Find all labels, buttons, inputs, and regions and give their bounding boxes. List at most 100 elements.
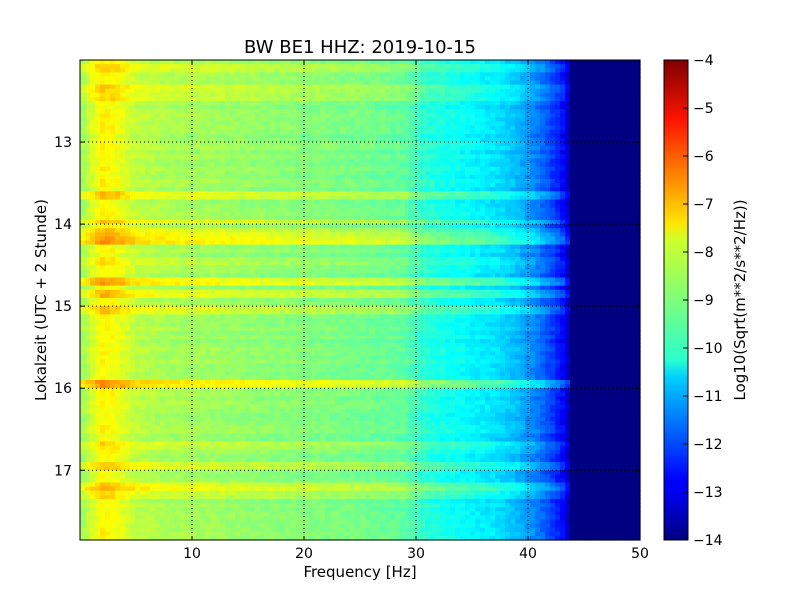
heatmap-cell	[460, 92, 466, 98]
heatmap-cell	[445, 215, 451, 221]
heatmap-cell	[240, 183, 246, 188]
heatmap-cell	[540, 232, 546, 238]
heatmap-cell	[375, 232, 381, 238]
heatmap-cell	[260, 224, 266, 229]
heatmap-cell	[245, 101, 251, 106]
heatmap-cell	[515, 113, 521, 119]
heatmap-cell	[225, 174, 231, 180]
heatmap-cell	[140, 96, 146, 102]
heatmap-cell	[275, 64, 281, 69]
heatmap-cell	[215, 72, 221, 78]
heatmap-cell	[185, 80, 191, 86]
heatmap-cell	[295, 162, 301, 168]
heatmap-cell	[100, 101, 106, 106]
heatmap-cell	[170, 109, 176, 114]
heatmap-cell	[120, 142, 126, 147]
heatmap-cell	[130, 105, 136, 110]
heatmap-cell	[445, 109, 451, 114]
heatmap-cell	[505, 125, 511, 131]
heatmap-cell	[455, 207, 461, 213]
heatmap-cell	[380, 146, 386, 151]
heatmap-cell	[100, 68, 106, 73]
heatmap-cell	[510, 88, 516, 94]
heatmap-cell	[380, 183, 386, 188]
heatmap-cell	[410, 162, 416, 168]
heatmap-cell	[140, 129, 146, 135]
heatmap-cell	[300, 195, 306, 201]
heatmap-cell	[150, 158, 156, 164]
heatmap-cell	[550, 84, 556, 90]
heatmap-cell	[160, 125, 166, 131]
heatmap-cell	[440, 105, 446, 110]
heatmap-cell	[265, 129, 271, 135]
heatmap-cell	[470, 162, 476, 168]
heatmap-cell	[330, 236, 336, 242]
heatmap-cell	[580, 76, 586, 82]
heatmap-cell	[595, 88, 601, 94]
heatmap-cell	[95, 109, 101, 114]
heatmap-cell	[585, 64, 591, 69]
heatmap-cell	[495, 113, 501, 119]
heatmap-cell	[95, 101, 101, 106]
heatmap-cell	[435, 158, 441, 164]
heatmap-cell	[535, 178, 541, 184]
heatmap-cell	[195, 154, 201, 160]
heatmap-cell	[165, 154, 171, 160]
heatmap-cell	[355, 207, 361, 213]
heatmap-cell	[465, 215, 471, 221]
heatmap-cell	[175, 170, 181, 176]
heatmap-cell	[80, 170, 86, 176]
heatmap-cell	[300, 207, 306, 213]
heatmap-cell	[230, 101, 236, 106]
heatmap-cell	[335, 195, 341, 201]
heatmap-cell	[460, 162, 466, 168]
heatmap-cell	[345, 129, 351, 135]
heatmap-cell	[420, 109, 426, 114]
heatmap-cell	[315, 220, 321, 225]
heatmap-cell	[535, 191, 541, 196]
heatmap-cell	[215, 228, 221, 233]
heatmap-cell	[330, 137, 336, 143]
heatmap-cell	[130, 203, 136, 209]
heatmap-cell	[340, 64, 346, 69]
heatmap-cell	[545, 187, 551, 192]
heatmap-cell	[425, 105, 431, 110]
heatmap-cell	[150, 207, 156, 213]
heatmap-cell	[205, 64, 211, 69]
heatmap-cell	[340, 236, 346, 242]
heatmap-cell	[185, 84, 191, 90]
heatmap-cell	[430, 174, 436, 180]
heatmap-cell	[570, 220, 576, 225]
heatmap-cell	[560, 224, 566, 229]
heatmap-cell	[250, 109, 256, 114]
heatmap-cell	[290, 121, 296, 127]
heatmap-cell	[340, 240, 346, 246]
heatmap-cell	[155, 174, 161, 180]
heatmap-cell	[205, 191, 211, 196]
heatmap-cell	[525, 101, 531, 106]
heatmap-cell	[90, 154, 96, 160]
heatmap-cell	[580, 105, 586, 110]
heatmap-cell	[605, 191, 611, 196]
heatmap-cell	[110, 150, 116, 155]
heatmap-cell	[595, 113, 601, 119]
heatmap-cell	[565, 166, 571, 172]
heatmap-cell	[525, 178, 531, 184]
heatmap-cell	[325, 207, 331, 213]
heatmap-cell	[380, 84, 386, 90]
heatmap-cell	[475, 191, 481, 196]
heatmap-cell	[565, 150, 571, 155]
heatmap-cell	[450, 80, 456, 86]
heatmap-cell	[410, 220, 416, 225]
heatmap-cell	[120, 220, 126, 225]
heatmap-cell	[405, 162, 411, 168]
heatmap-cell	[630, 187, 636, 192]
heatmap-cell	[180, 240, 186, 246]
heatmap-cell	[170, 162, 176, 168]
heatmap-cell	[425, 162, 431, 168]
heatmap-cell	[475, 121, 481, 127]
heatmap-cell	[365, 92, 371, 98]
heatmap-cell	[575, 92, 581, 98]
heatmap-cell	[565, 220, 571, 225]
heatmap-cell	[430, 220, 436, 225]
